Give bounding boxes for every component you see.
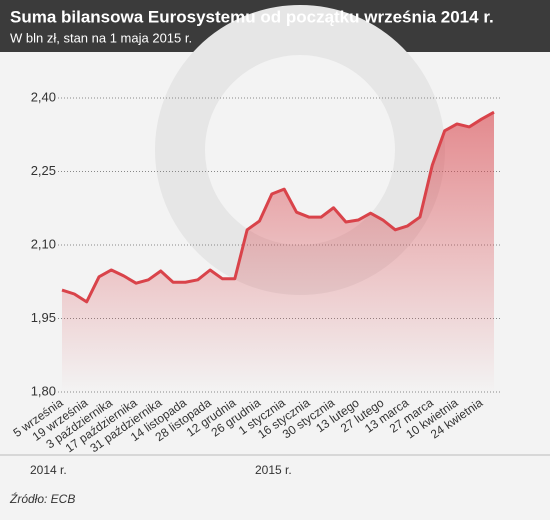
y-tick-label: 1,80 (31, 383, 56, 398)
area (62, 112, 494, 393)
y-tick-label: 2,25 (31, 163, 56, 178)
y-tick-label: 2,10 (31, 236, 56, 251)
chart-subtitle: W bln zł, stan na 1 maja 2015 r. (10, 30, 192, 45)
year-label: 2014 r. (30, 463, 67, 477)
line (61, 110, 495, 304)
year-label: 2015 r. (255, 463, 292, 477)
y-tick-label: 1,95 (31, 310, 56, 325)
y-tick-label: 2,40 (31, 89, 56, 104)
chart-title: Suma bilansowa Eurosystemu od początku w… (10, 7, 494, 26)
source: Źródło: ECB (9, 491, 75, 506)
